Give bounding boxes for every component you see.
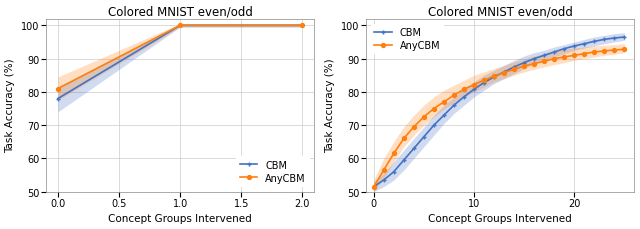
CBM <box>370 185 378 188</box>
Title: Colored MNIST even/odd: Colored MNIST even/odd <box>428 5 573 19</box>
AnyCBM <box>500 72 508 75</box>
CBM <box>510 66 518 69</box>
AnyCBM <box>550 58 558 61</box>
CBM <box>176 25 184 28</box>
CBM <box>580 43 588 46</box>
AnyCBM <box>54 88 62 90</box>
CBM <box>490 76 498 79</box>
CBM <box>480 82 488 85</box>
AnyCBM <box>510 69 518 71</box>
Line: CBM: CBM <box>371 35 627 189</box>
Y-axis label: Task Accuracy (%): Task Accuracy (%) <box>326 59 335 153</box>
AnyCBM <box>621 49 628 52</box>
AnyCBM <box>370 185 378 188</box>
CBM <box>600 39 608 41</box>
CBM <box>400 159 408 162</box>
AnyCBM <box>420 116 428 119</box>
AnyCBM <box>540 61 548 63</box>
CBM <box>420 136 428 139</box>
AnyCBM <box>570 55 578 57</box>
AnyCBM <box>600 50 608 53</box>
AnyCBM <box>580 53 588 56</box>
CBM <box>520 62 528 65</box>
CBM <box>440 114 448 117</box>
AnyCBM <box>561 56 568 59</box>
AnyCBM <box>591 51 598 54</box>
AnyCBM <box>450 94 458 97</box>
AnyCBM <box>298 25 306 28</box>
CBM <box>430 124 438 127</box>
CBM <box>550 51 558 54</box>
Y-axis label: Task Accuracy (%): Task Accuracy (%) <box>6 59 15 153</box>
Legend: CBM, AnyCBM: CBM, AnyCBM <box>236 156 310 187</box>
AnyCBM <box>480 79 488 82</box>
CBM <box>410 147 418 150</box>
AnyCBM <box>400 137 408 140</box>
Legend: CBM, AnyCBM: CBM, AnyCBM <box>371 25 444 55</box>
CBM <box>450 104 458 107</box>
CBM <box>611 38 618 40</box>
CBM <box>380 179 388 182</box>
CBM <box>540 55 548 57</box>
AnyCBM <box>410 126 418 129</box>
CBM <box>460 96 468 99</box>
AnyCBM <box>430 108 438 110</box>
AnyCBM <box>490 75 498 78</box>
X-axis label: Concept Groups Intervened: Concept Groups Intervened <box>108 213 252 224</box>
CBM <box>470 88 478 91</box>
CBM <box>298 25 306 28</box>
CBM <box>531 58 538 61</box>
AnyCBM <box>380 169 388 172</box>
Line: CBM: CBM <box>56 24 305 101</box>
CBM <box>591 41 598 44</box>
CBM <box>54 98 62 101</box>
CBM <box>500 71 508 74</box>
Line: AnyCBM: AnyCBM <box>56 24 304 91</box>
Line: AnyCBM: AnyCBM <box>372 48 627 189</box>
Title: Colored MNIST even/odd: Colored MNIST even/odd <box>108 5 253 19</box>
AnyCBM <box>176 25 184 28</box>
CBM <box>570 45 578 48</box>
AnyCBM <box>520 65 528 68</box>
AnyCBM <box>390 152 397 155</box>
CBM <box>561 48 568 51</box>
AnyCBM <box>470 84 478 87</box>
CBM <box>621 36 628 39</box>
AnyCBM <box>531 63 538 66</box>
AnyCBM <box>460 88 468 91</box>
AnyCBM <box>611 49 618 52</box>
CBM <box>390 171 397 173</box>
X-axis label: Concept Groups Intervened: Concept Groups Intervened <box>428 213 572 224</box>
AnyCBM <box>440 101 448 104</box>
